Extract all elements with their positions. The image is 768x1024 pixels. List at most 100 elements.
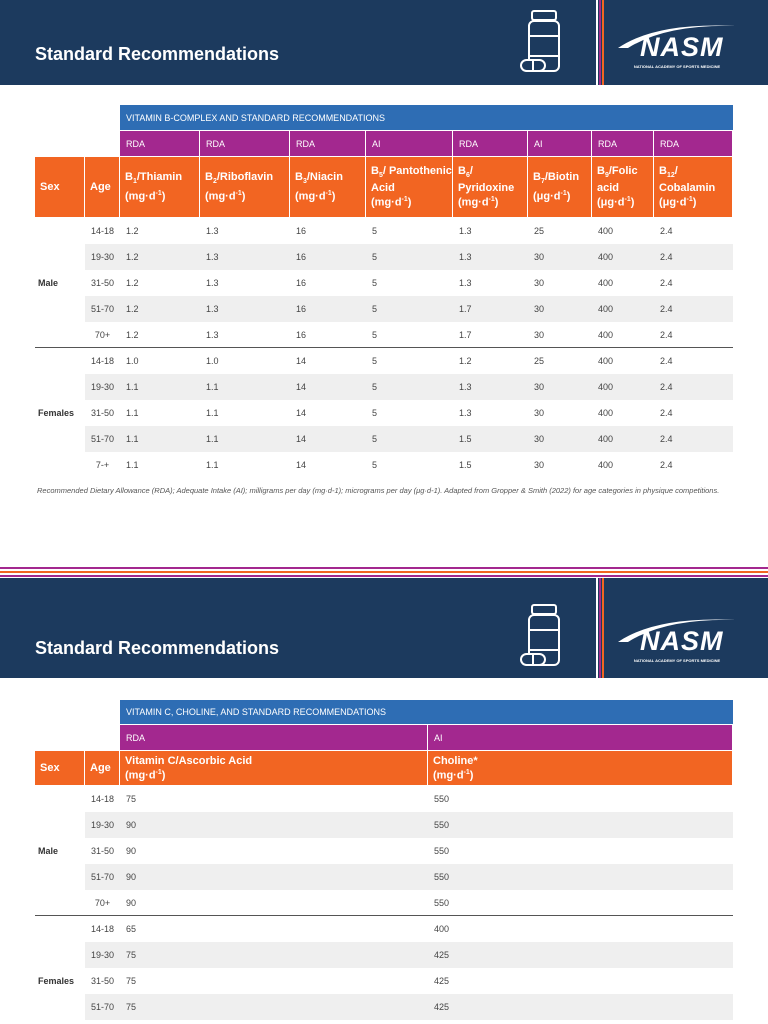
value-cell: 1.1: [126, 408, 139, 418]
value-cell: 2.4: [660, 330, 673, 340]
value-cell: 400: [598, 226, 614, 236]
value-cell: 16: [296, 304, 307, 314]
age-cell: 14-18: [90, 924, 115, 934]
value-cell: 1.5: [459, 434, 472, 444]
header: Standard Recommendations NASM NATIONAL A…: [0, 578, 768, 678]
unit-exponent: -1: [488, 196, 495, 204]
sex-label: Females: [38, 408, 75, 418]
value-cell: 2.4: [660, 460, 673, 470]
unit-exponent: -1: [235, 190, 242, 198]
unit: (mg·d-1): [433, 767, 478, 782]
table-row: 51-70 90 550: [85, 864, 733, 890]
age-cell: 19-30: [90, 382, 115, 392]
value-cell: 400: [598, 434, 614, 444]
unit-exponent: -1: [686, 196, 693, 204]
age-cell: 31-50: [90, 278, 115, 288]
vitamin-number: 6: [465, 172, 470, 180]
value-cell: 30: [534, 408, 545, 418]
value-cell: 1.3: [206, 226, 219, 236]
unit-end: ): [407, 196, 412, 209]
table-row: 14-18 1.0 1.0 14 5 1.2 25 400 2.4: [85, 348, 733, 374]
unit-end: ): [161, 769, 166, 782]
unit-text: (mg·d: [371, 196, 402, 209]
table-row: 31-50 1.1 1.1 14 5 1.3 30 400 2.4: [85, 400, 733, 426]
vitamin-number: 2: [212, 178, 217, 186]
value-cell: 2.4: [660, 304, 673, 314]
value-cell: 1.3: [206, 304, 219, 314]
vitamin-name: /Thiamin: [136, 171, 183, 184]
logo-tagline: NATIONAL ACADEMY OF SPORTS MEDICINE: [633, 658, 721, 663]
unit-text: (mg·d: [295, 190, 326, 203]
column-header-text: B9/Folic acid (μg·d-1): [597, 165, 653, 209]
unit-text: (mg·d: [433, 769, 464, 782]
table-row: 19-30 1.2 1.3 16 5 1.3 30 400 2.4: [85, 244, 733, 270]
logo-tagline: NATIONAL ACADEMY OF SPORTS MEDICINE: [633, 64, 721, 69]
unit-exponent: -1: [624, 196, 631, 204]
type-cell: RDA: [290, 131, 365, 156]
vitamin-name: Vitamin C/Ascorbic Acid: [125, 754, 253, 767]
value-cell: 25: [534, 356, 545, 366]
value-cell: 30: [534, 252, 545, 262]
table-title: VITAMIN C, CHOLINE, AND STANDARD RECOMME…: [120, 700, 733, 724]
sex-header: Sex: [35, 157, 84, 217]
value-cell: 14: [296, 408, 307, 418]
column-header: B1/Thiamin (mg·d-1): [120, 157, 199, 217]
sex-label: Male: [38, 278, 59, 288]
value-cell: 30: [534, 460, 545, 470]
column-header-text: B5/ Pantothenic Acid (mg·d-1): [371, 165, 452, 209]
value-cell: 400: [598, 252, 614, 262]
vitamin-name: / Pyridoxine: [458, 165, 515, 195]
column-header: B3/Niacin (mg·d-1): [290, 157, 365, 217]
vitamin-letter: B: [205, 171, 213, 184]
column-header-text: B3/Niacin (mg·d-1): [295, 171, 343, 203]
value-cell: 550: [434, 898, 450, 908]
vitamin-letter: B: [371, 165, 379, 178]
age-header: Age: [85, 751, 119, 785]
vitamin-letter: B: [458, 165, 466, 178]
value-cell: 425: [434, 1002, 450, 1012]
value-cell: 1.3: [459, 382, 472, 392]
value-cell: 75: [126, 976, 137, 986]
table-row: 51-70 1.1 1.1 14 5 1.5 30 400 2.4: [85, 426, 733, 452]
vitamin-number: 3: [302, 178, 307, 186]
value-cell: 16: [296, 278, 307, 288]
unit-text: (mg·d: [125, 190, 156, 203]
vitamin-letter: B: [295, 171, 303, 184]
value-cell: 30: [534, 278, 545, 288]
vitamin-number: 12: [666, 172, 675, 180]
value-cell: 5: [372, 330, 378, 340]
age-cell: 70+: [94, 898, 111, 908]
value-cell: 1.7: [459, 304, 472, 314]
value-cell: 425: [434, 976, 450, 986]
value-cell: 425: [434, 950, 450, 960]
value-cell: 1.1: [126, 434, 139, 444]
value-cell: 30: [534, 330, 545, 340]
value-cell: 2.4: [660, 278, 673, 288]
value-cell: 400: [598, 408, 614, 418]
value-cell: 1.2: [126, 278, 139, 288]
value-cell: 400: [598, 382, 614, 392]
age-cell: 31-50: [90, 846, 115, 856]
unit: (mg·d-1): [371, 194, 452, 209]
table-row: 19-30 75 425: [85, 942, 733, 968]
age-cell: 19-30: [90, 820, 115, 830]
type-cell: AI: [428, 725, 732, 750]
unit-exponent: -1: [325, 190, 332, 198]
table-row: 7-+ 1.1 1.1 14 5 1.5 30 400 2.4: [85, 452, 733, 478]
logo-name: NASM: [640, 626, 724, 656]
table-row: 70+ 90 550: [85, 890, 733, 916]
value-cell: 550: [434, 794, 450, 804]
unit-end: ): [161, 190, 166, 203]
age-cell: 14-18: [90, 226, 115, 236]
table-row: 19-30 90 550: [85, 812, 733, 838]
logo-name: NASM: [640, 32, 724, 62]
sex-header: Sex: [35, 751, 84, 785]
unit-end: ): [469, 769, 474, 782]
value-cell: 1.1: [206, 408, 219, 418]
table-row: 19-30 1.1 1.1 14 5 1.3 30 400 2.4: [85, 374, 733, 400]
unit: (μg·d-1): [533, 188, 579, 203]
value-cell: 14: [296, 356, 307, 366]
value-cell: 5: [372, 226, 378, 236]
value-cell: 5: [372, 434, 378, 444]
value-cell: 5: [372, 356, 378, 366]
